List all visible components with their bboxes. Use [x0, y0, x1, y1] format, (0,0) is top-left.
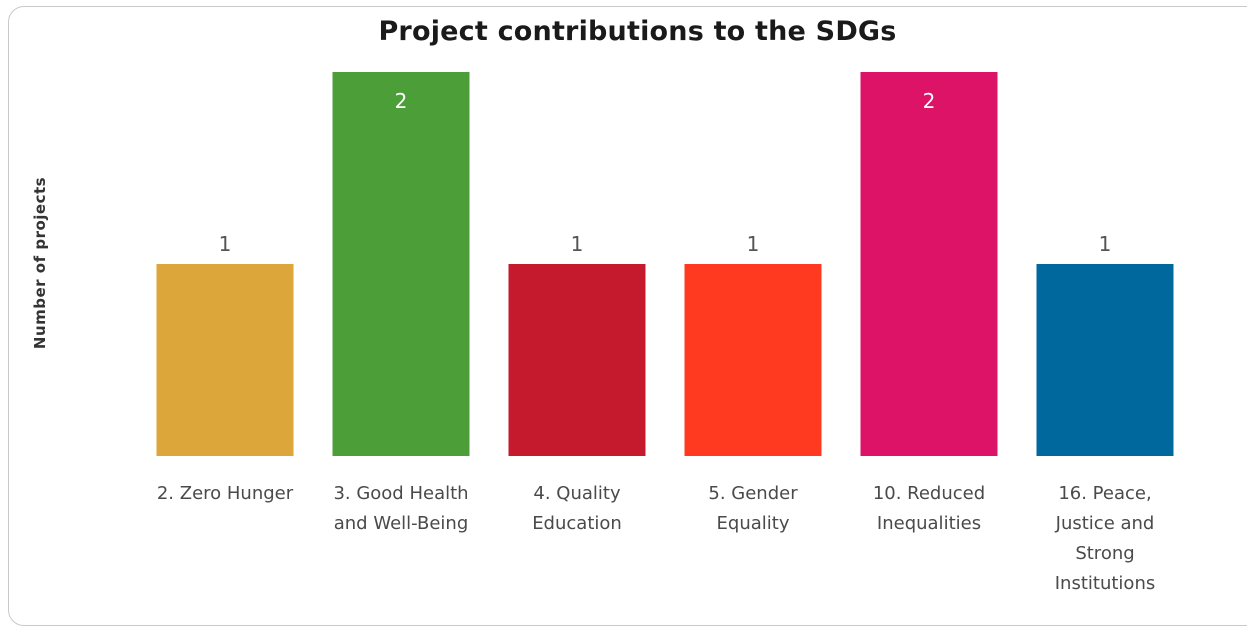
category-label-4: 5. Gender Equality [708, 483, 798, 534]
value-label-2: 2 [395, 89, 408, 113]
bar-3 [508, 264, 646, 456]
chart-title: Project contributions to the SDGs [378, 16, 897, 47]
value-label-6: 1 [1099, 232, 1112, 256]
bar-5 [860, 72, 998, 456]
value-label-3: 1 [571, 232, 584, 256]
category-label-1: 2. Zero Hunger [157, 483, 294, 504]
bar-2 [332, 72, 470, 456]
category-label-5: 10. Reduced Inequalities [873, 483, 985, 534]
category-label-3: 4. Quality Education [532, 483, 622, 534]
value-label-1: 1 [219, 232, 232, 256]
bar-chart-plot: 1 2. Zero Hunger 2 3. Good Health and Well-B… [156, 72, 1174, 594]
category-label-6: 16. Peace, Justice and Strong Institutions [1055, 483, 1156, 594]
bar-4 [684, 264, 822, 456]
bar-6 [1036, 264, 1174, 456]
bar-1 [156, 264, 294, 456]
category-label-2: 3. Good Health and Well-Being [333, 483, 468, 534]
value-label-4: 1 [747, 232, 760, 256]
value-label-5: 2 [923, 89, 936, 113]
